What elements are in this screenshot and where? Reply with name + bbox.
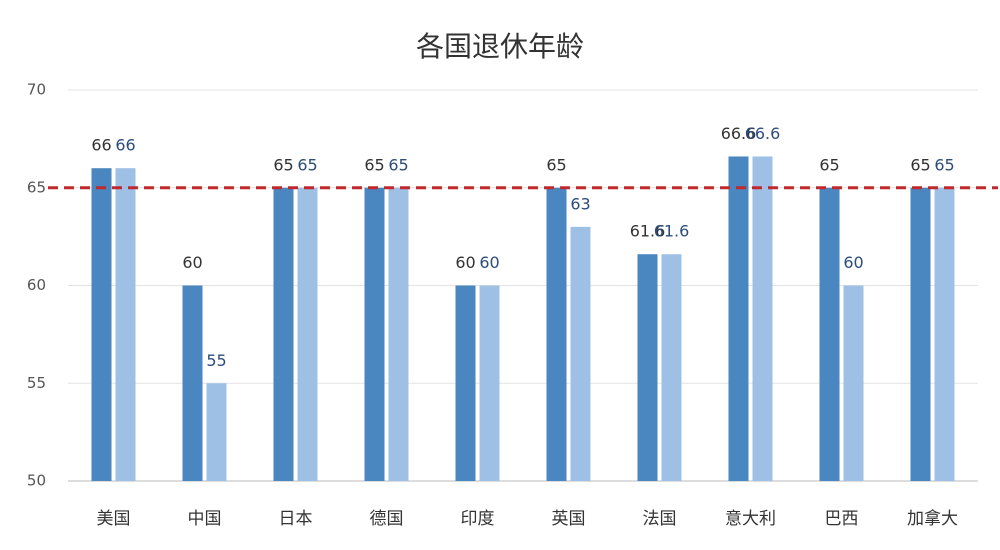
value-label: 60 [455, 253, 475, 272]
value-label: 66.6 [721, 124, 757, 143]
x-tick-label: 意大利 [725, 509, 776, 529]
bar [728, 156, 749, 481]
y-tick-label: 70 [27, 81, 46, 99]
x-tick-label: 美国 [97, 509, 131, 529]
x-tick-label: 加拿大 [907, 508, 958, 529]
bar [273, 187, 294, 481]
value-label: 60 [479, 253, 499, 272]
value-label: 65 [388, 155, 408, 174]
y-tick-label: 65 [27, 178, 46, 196]
bar [91, 168, 112, 481]
y-tick-label: 55 [27, 374, 46, 392]
value-label: 60 [182, 253, 202, 272]
bar [455, 285, 476, 481]
bar [661, 254, 682, 481]
value-label: 65 [273, 155, 293, 174]
value-label: 60 [843, 253, 863, 272]
y-tick-label: 60 [27, 276, 46, 294]
x-tick-label: 英国 [552, 509, 586, 529]
x-tick-label: 巴西 [825, 509, 859, 529]
y-tick-label: 50 [27, 472, 46, 490]
value-label: 61.6 [630, 222, 666, 241]
value-label: 65 [910, 155, 930, 174]
bar [182, 285, 203, 481]
value-label: 65 [364, 155, 384, 174]
value-label: 63 [570, 194, 590, 213]
x-tick-label: 法国 [643, 509, 677, 529]
bar [570, 226, 591, 481]
bar [364, 187, 385, 481]
value-label: 66 [91, 136, 111, 155]
bar [479, 285, 500, 481]
bar [819, 187, 840, 481]
value-label: 61.6 [654, 222, 690, 241]
value-label: 55 [206, 351, 226, 370]
value-label: 65 [819, 155, 839, 174]
bar [546, 187, 567, 481]
x-tick-label: 印度 [461, 509, 495, 529]
bar [843, 285, 864, 481]
value-label: 65 [934, 155, 954, 174]
bar [910, 187, 931, 481]
bar [388, 187, 409, 481]
bar [637, 254, 658, 481]
x-tick-label: 中国 [188, 509, 222, 529]
x-tick-label: 日本 [279, 509, 313, 529]
bar [206, 383, 227, 481]
bar [752, 156, 773, 481]
bar [297, 187, 318, 481]
bar [934, 187, 955, 481]
value-label: 66.6 [745, 124, 781, 143]
value-label: 65 [297, 155, 317, 174]
x-tick-label: 德国 [370, 509, 404, 529]
value-label: 66 [115, 136, 135, 155]
chart-title: 各国退休年龄 [416, 30, 584, 63]
value-label: 65 [546, 155, 566, 174]
bar [115, 168, 136, 481]
